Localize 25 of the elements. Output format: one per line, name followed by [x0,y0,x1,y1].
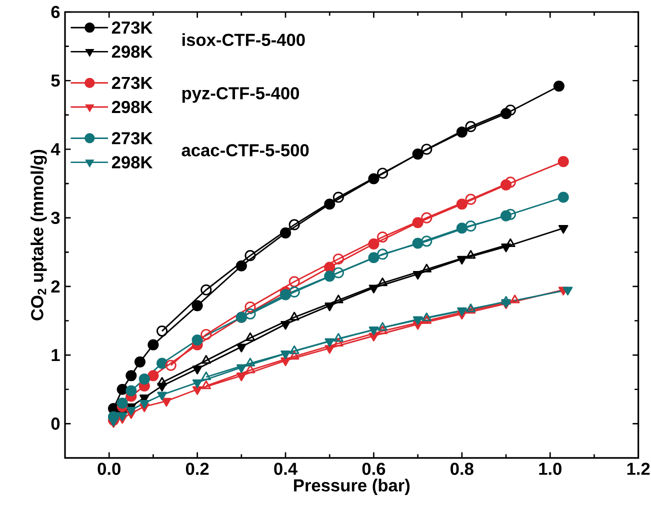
annotation: pyz-CTF-5-400 [182,87,300,103]
annotation: isox-CTF-5-400 [182,33,305,46]
legend-label: 298K [112,46,153,58]
legend-label: 273K [112,21,153,34]
x-tick-label: 0.0 [98,462,120,475]
y-tick-label: 4 [50,143,60,156]
annotation: acac-CTF-5-500 [182,144,309,156]
legend-label: 298K [112,156,153,168]
y-tick-label: 6 [51,6,60,18]
x-tick-label: 0.2 [186,462,209,475]
y-axis-title: CO$_{2}$ uptake (mmol/g) [30,150,47,320]
x-tick-label: 1.0 [539,462,562,475]
legend-label: 298K [112,100,153,114]
legend-label: 273K [112,76,153,90]
y-tick-label: 5 [51,74,60,87]
x-tick-label: 0.6 [362,462,386,475]
legend-label: 273K [112,132,153,144]
y-tick-label: 2 [51,280,60,293]
y-tick-label: 3 [51,212,60,224]
y-tick-label: 0 [51,418,60,430]
x-axis-title: Pressure (bar) [294,478,410,495]
x-tick-label: 0.4 [274,462,298,475]
x-tick-label: 0.8 [450,462,474,475]
y-tick-label: 1 [52,349,60,362]
x-tick-label: 1.2 [627,462,650,475]
